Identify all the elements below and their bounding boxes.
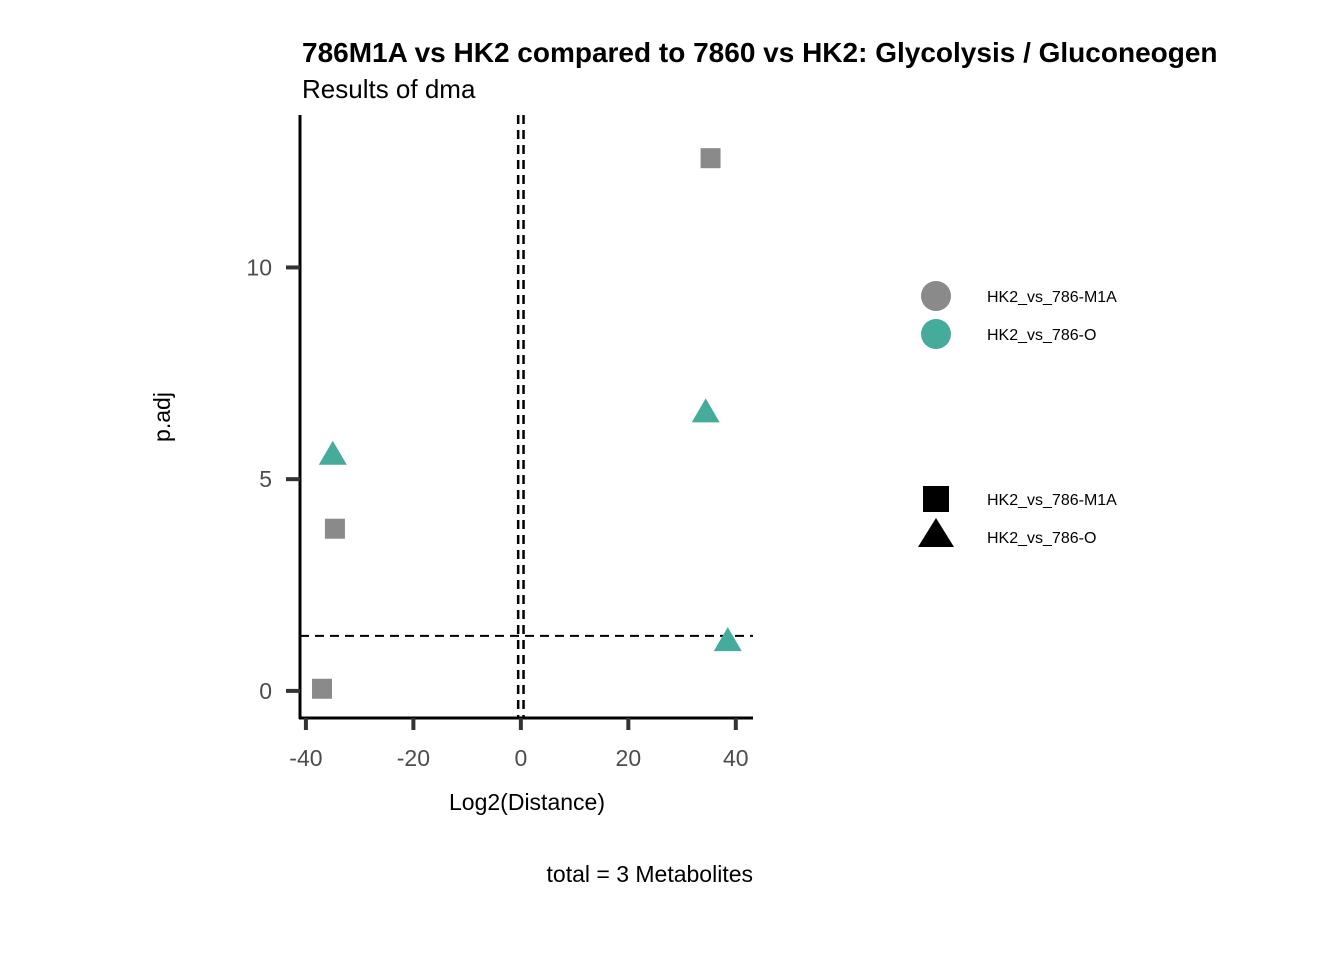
legend-shape-triangle [918,518,954,547]
x-tick-label: 0 [514,745,527,771]
legend-label: HK2_vs_786-O [987,530,1096,547]
x-axis-label: Log2(Distance) [449,789,605,815]
legend-shape-square [923,486,949,512]
y-axis-label: p.adj [149,392,175,442]
data-point-triangle [318,440,347,465]
data-point-square [324,518,345,539]
plot-area: -40 -20 0 20 40 0 5 10 [246,115,753,771]
caption: total = 3 Metabolites [547,861,753,887]
legend-label: HK2_vs_786-O [987,327,1096,344]
y-tick-label: 10 [246,254,272,280]
x-tick-label: -20 [397,745,430,771]
chart-subtitle: Results of dma [302,74,476,104]
legend: HK2_vs_786-M1A HK2_vs_786-O HK2_vs_786-M1A… [918,281,1117,547]
y-tick-label: 5 [259,466,272,492]
data-point-square [700,148,721,169]
legend-label: HK2_vs_786-M1A [987,492,1117,509]
data-point-triangle [713,627,742,652]
chart-title: 786M1A vs HK2 compared to 7860 vs HK2: G… [302,37,1218,68]
x-tick-label: -40 [289,745,322,771]
data-point-triangle [691,398,720,423]
x-tick-label: 40 [723,745,749,771]
x-tick-label: 20 [616,745,642,771]
legend-color-key [921,281,951,311]
y-tick-label: 0 [259,678,272,704]
legend-label: HK2_vs_786-M1A [987,289,1117,306]
legend-color-key [921,319,951,349]
data-point-square [312,678,333,699]
